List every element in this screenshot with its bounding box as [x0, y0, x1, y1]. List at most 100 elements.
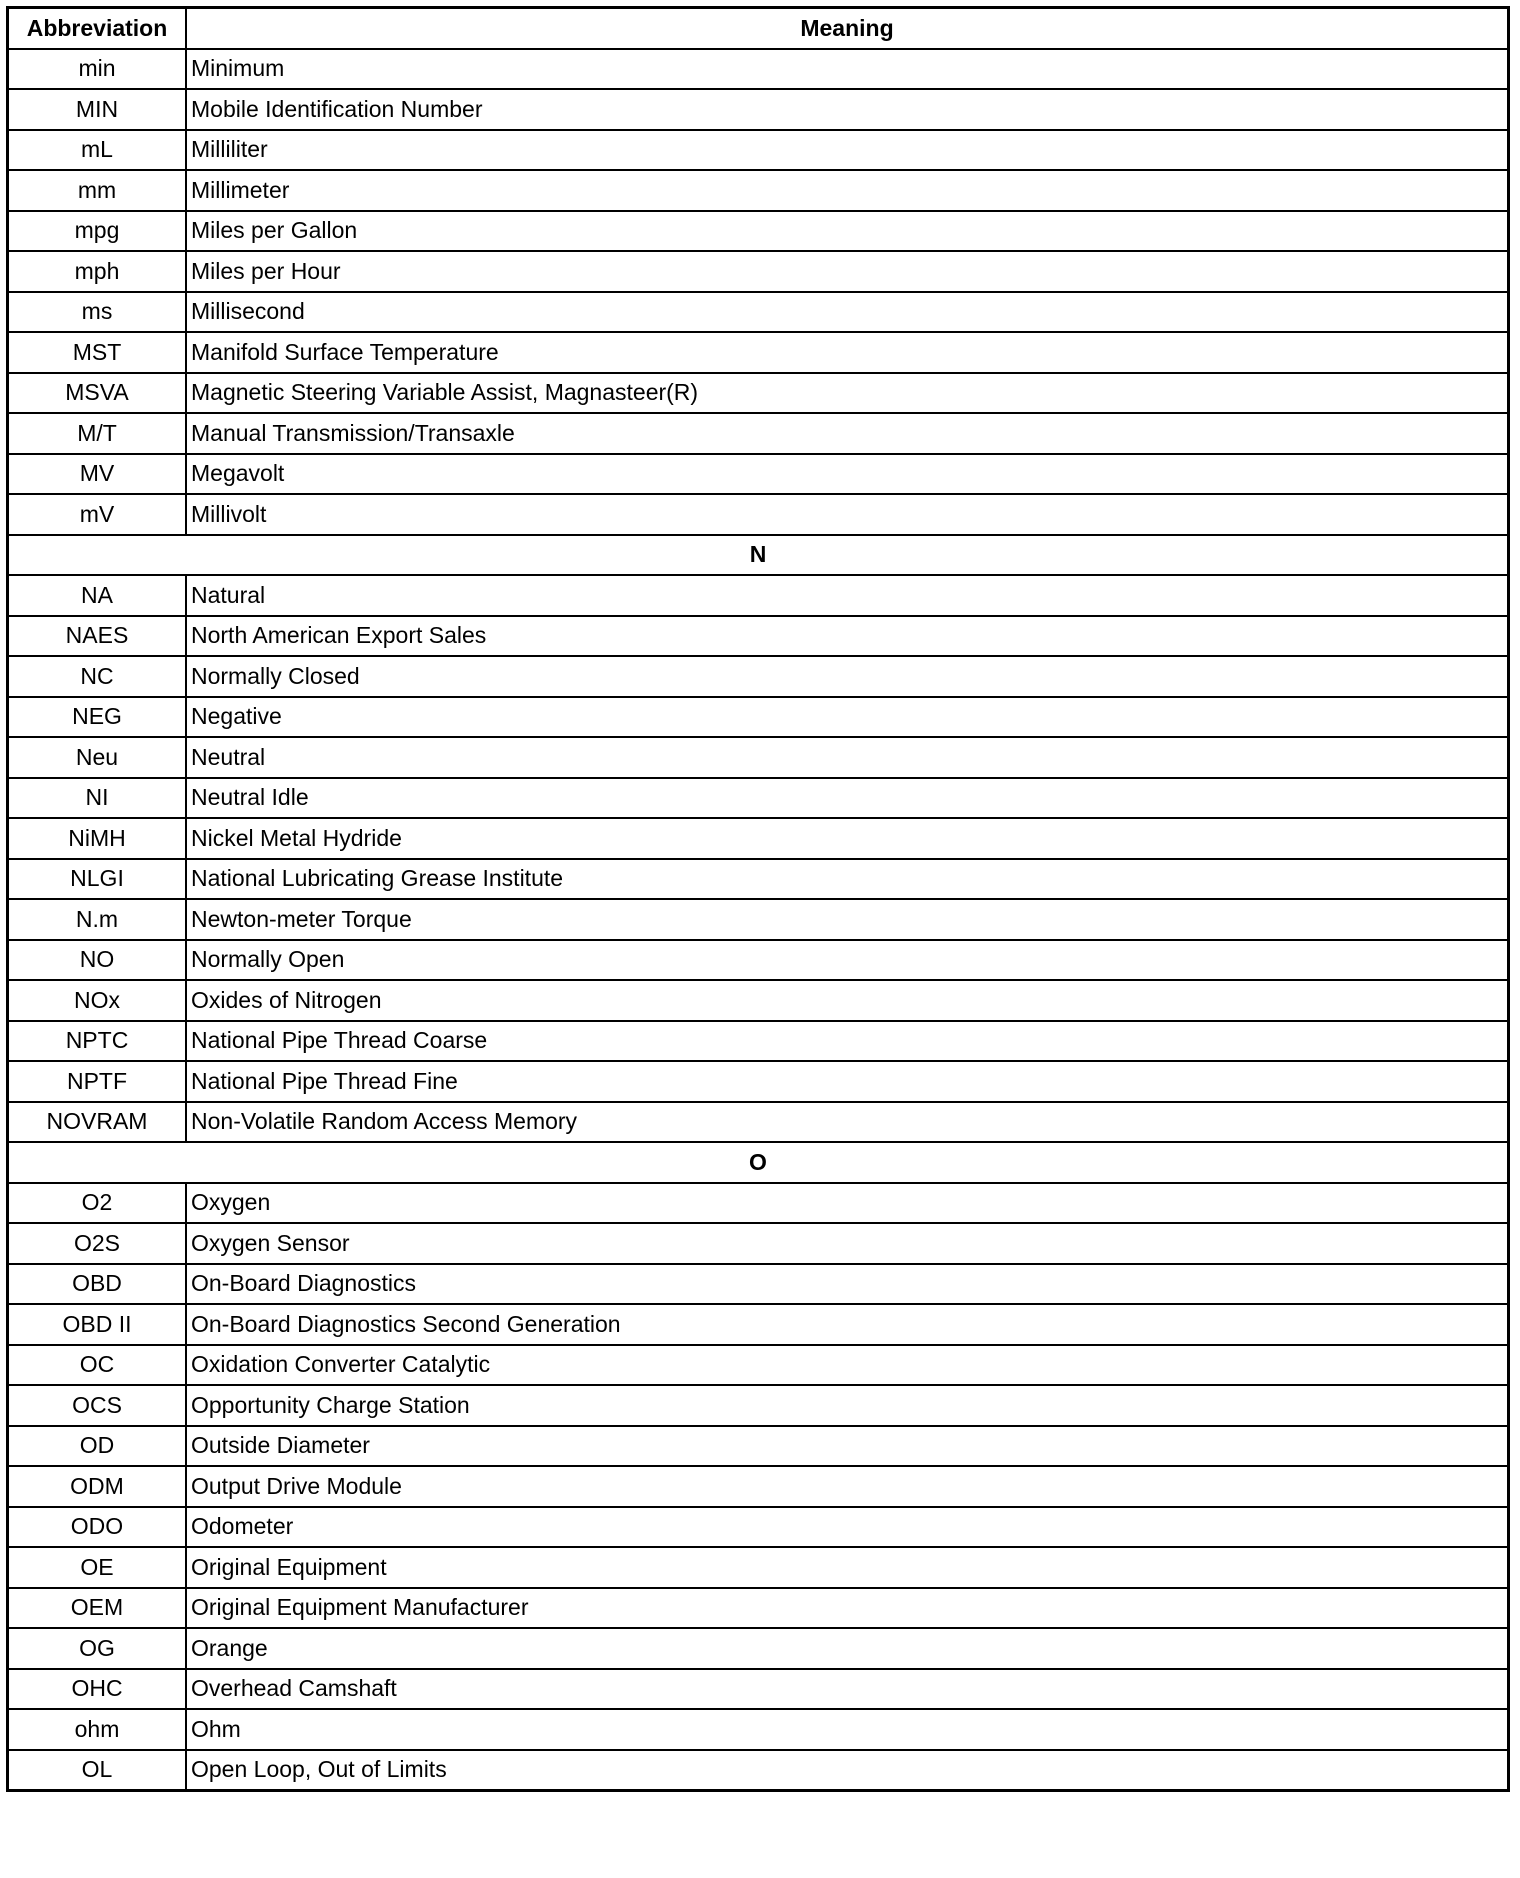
abbreviation-cell: NOx	[6, 979, 187, 1022]
table-row: ODO Odometer	[6, 1505, 1510, 1548]
table-row: OEM Original Equipment Manufacturer	[6, 1586, 1510, 1629]
abbreviation-cell: mL	[6, 128, 187, 171]
meaning-cell: Original Equipment	[185, 1546, 1510, 1589]
meaning-cell: Millimeter	[185, 169, 1510, 212]
table-row: OHC Overhead Camshaft	[6, 1667, 1510, 1710]
abbreviation-cell: MSVA	[6, 371, 187, 414]
meaning-cell: National Pipe Thread Coarse	[185, 1019, 1510, 1062]
abbreviation-cell: OEM	[6, 1586, 187, 1629]
meaning-cell: Millivolt	[185, 493, 1510, 536]
abbreviation-cell: MIN	[6, 88, 187, 131]
header-meaning: Meaning	[185, 6, 1510, 50]
abbreviation-cell: OBD	[6, 1262, 187, 1305]
abbreviation-table: Abbreviation Meaning min Minimum MIN Mobile…	[6, 6, 1510, 1792]
abbreviation-cell: mpg	[6, 209, 187, 252]
table-row: NPTF National Pipe Thread Fine	[6, 1060, 1510, 1103]
abbreviation-cell: mV	[6, 493, 187, 536]
meaning-cell: Ohm	[185, 1708, 1510, 1751]
meaning-cell: Negative	[185, 695, 1510, 738]
table-row: mpg Miles per Gallon	[6, 209, 1510, 252]
abbreviation-cell: NAES	[6, 614, 187, 657]
section-heading: N	[6, 533, 1510, 576]
table-row: NC Normally Closed	[6, 655, 1510, 698]
meaning-cell: On-Board Diagnostics Second Generation	[185, 1303, 1510, 1346]
meaning-cell: Normally Closed	[185, 655, 1510, 698]
abbreviation-cell: NO	[6, 938, 187, 981]
table-row: OE Original Equipment	[6, 1546, 1510, 1589]
table-row: OL Open Loop, Out of Limits	[6, 1748, 1510, 1792]
meaning-cell: Normally Open	[185, 938, 1510, 981]
table-row: mL Milliliter	[6, 128, 1510, 171]
table-row: NiMH Nickel Metal Hydride	[6, 817, 1510, 860]
table-row: OCS Opportunity Charge Station	[6, 1384, 1510, 1427]
table-row: NEG Negative	[6, 695, 1510, 738]
abbreviation-cell: mph	[6, 250, 187, 293]
abbreviation-cell: NPTC	[6, 1019, 187, 1062]
meaning-cell: Natural	[185, 574, 1510, 617]
meaning-cell: Outside Diameter	[185, 1424, 1510, 1467]
meaning-cell: Open Loop, Out of Limits	[185, 1748, 1510, 1792]
table-row: MST Manifold Surface Temperature	[6, 331, 1510, 374]
table-row: O2 Oxygen	[6, 1181, 1510, 1224]
meaning-cell: Output Drive Module	[185, 1465, 1510, 1508]
meaning-cell: Megavolt	[185, 452, 1510, 495]
meaning-cell: Minimum	[185, 47, 1510, 90]
table-row: MIN Mobile Identification Number	[6, 88, 1510, 131]
table-row: NO Normally Open	[6, 938, 1510, 981]
abbreviation-cell: NC	[6, 655, 187, 698]
abbreviation-cell: O2	[6, 1181, 187, 1224]
meaning-cell: North American Export Sales	[185, 614, 1510, 657]
meaning-cell: Miles per Gallon	[185, 209, 1510, 252]
meaning-cell: Manifold Surface Temperature	[185, 331, 1510, 374]
table-row: OBD II On-Board Diagnostics Second Genera…	[6, 1303, 1510, 1346]
abbreviation-cell: N.m	[6, 898, 187, 941]
abbreviation-cell: OL	[6, 1748, 187, 1792]
table-row: mV Millivolt	[6, 493, 1510, 536]
meaning-cell: Mobile Identification Number	[185, 88, 1510, 131]
meaning-cell: National Lubricating Grease Institute	[185, 857, 1510, 900]
table-row: N.m Newton-meter Torque	[6, 898, 1510, 941]
abbreviation-cell: ODM	[6, 1465, 187, 1508]
table-row: NPTC National Pipe Thread Coarse	[6, 1019, 1510, 1062]
abbreviation-cell: mm	[6, 169, 187, 212]
abbreviation-cell: O2S	[6, 1222, 187, 1265]
table-row: Neu Neutral	[6, 736, 1510, 779]
meaning-cell: Original Equipment Manufacturer	[185, 1586, 1510, 1629]
abbreviation-cell: NLGI	[6, 857, 187, 900]
table-row: OC Oxidation Converter Catalytic	[6, 1343, 1510, 1386]
header-abbreviation: Abbreviation	[6, 6, 187, 50]
meaning-cell: Neutral Idle	[185, 776, 1510, 819]
abbreviation-cell: min	[6, 47, 187, 90]
meaning-cell: Neutral	[185, 736, 1510, 779]
table-row: mm Millimeter	[6, 169, 1510, 212]
meaning-cell: Oxidation Converter Catalytic	[185, 1343, 1510, 1386]
section-row: O	[6, 1141, 1510, 1184]
table-row: min Minimum	[6, 47, 1510, 90]
section-row: N	[6, 533, 1510, 576]
meaning-cell: Overhead Camshaft	[185, 1667, 1510, 1710]
meaning-cell: Odometer	[185, 1505, 1510, 1548]
table-row: OD Outside Diameter	[6, 1424, 1510, 1467]
abbreviation-cell: ohm	[6, 1708, 187, 1751]
abbreviation-cell: NOVRAM	[6, 1100, 187, 1143]
abbreviation-cell: NPTF	[6, 1060, 187, 1103]
header-row: Abbreviation Meaning	[6, 6, 1510, 50]
table-row: ohm Ohm	[6, 1708, 1510, 1751]
table-row: MSVA Magnetic Steering Variable Assist, M…	[6, 371, 1510, 414]
abbreviation-cell: NiMH	[6, 817, 187, 860]
table-row: NLGI National Lubricating Grease Institut…	[6, 857, 1510, 900]
meaning-cell: Orange	[185, 1627, 1510, 1670]
abbreviation-cell: ODO	[6, 1505, 187, 1548]
table-row: NOVRAM Non-Volatile Random Access Memory	[6, 1100, 1510, 1143]
meaning-cell: Oxides of Nitrogen	[185, 979, 1510, 1022]
table-row: NA Natural	[6, 574, 1510, 617]
meaning-cell: Nickel Metal Hydride	[185, 817, 1510, 860]
meaning-cell: Oxygen	[185, 1181, 1510, 1224]
meaning-cell: Manual Transmission/Transaxle	[185, 412, 1510, 455]
abbreviation-cell: Neu	[6, 736, 187, 779]
abbreviation-cell: MST	[6, 331, 187, 374]
abbreviation-cell: OHC	[6, 1667, 187, 1710]
meaning-cell: Magnetic Steering Variable Assist, Magna…	[185, 371, 1510, 414]
table-row: OBD On-Board Diagnostics	[6, 1262, 1510, 1305]
abbreviation-cell: OD	[6, 1424, 187, 1467]
